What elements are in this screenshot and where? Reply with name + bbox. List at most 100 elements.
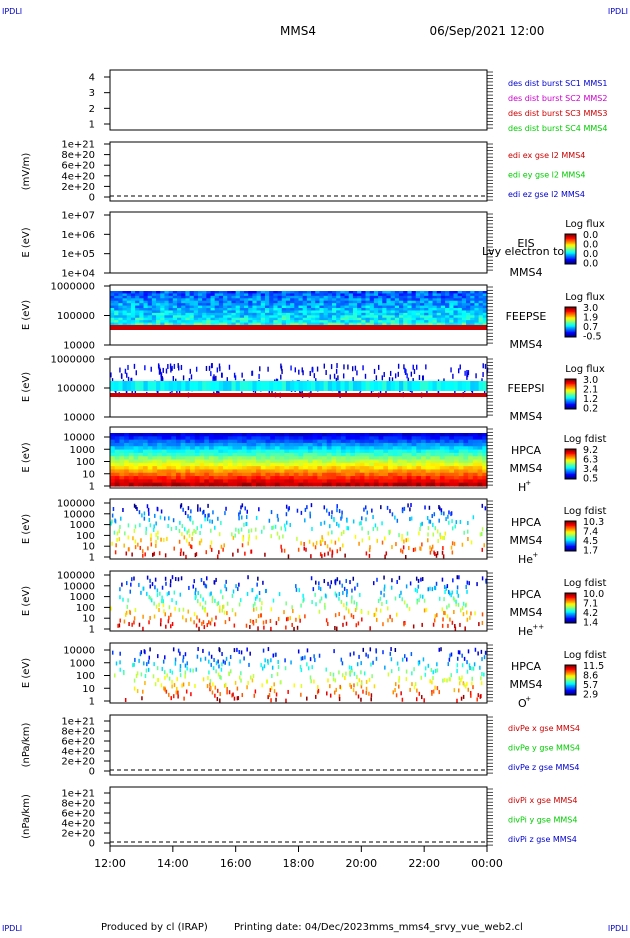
spectrogram-cell	[340, 312, 346, 316]
spectrogram-cell	[317, 446, 323, 451]
spectrogram-cell	[164, 291, 170, 295]
spectrogram-cell	[430, 439, 436, 444]
spectrogram-cell	[119, 667, 121, 672]
spectrogram-cell	[157, 433, 163, 437]
spectrogram-cell	[439, 436, 446, 441]
spectrogram-cell	[260, 462, 267, 467]
spectrogram-cell	[202, 308, 207, 312]
spectrogram-cell	[185, 308, 191, 312]
spectrogram-cell	[158, 369, 161, 375]
spectrogram-cell	[361, 315, 367, 319]
spectrogram-cell	[236, 686, 239, 691]
spectrogram-cell	[322, 436, 328, 441]
spectrogram-cell	[303, 459, 309, 464]
spectrogram-cell	[349, 670, 351, 675]
spectrogram-cell	[232, 459, 238, 464]
spectrogram-cell	[412, 624, 415, 629]
spectrogram-cell	[235, 320, 241, 324]
spectrogram-cell	[449, 456, 455, 461]
spectrogram-cell	[373, 303, 379, 307]
spectrogram-cell	[336, 469, 342, 474]
spectrogram-cell	[346, 590, 348, 595]
spectrogram-cell	[283, 610, 285, 615]
spectrogram-cell	[181, 532, 183, 537]
colorbar-segment	[565, 322, 576, 324]
spectrogram-cell	[293, 446, 300, 451]
spectrogram-cell	[401, 697, 404, 702]
spectrogram-cell	[270, 482, 276, 487]
spectrogram-cell	[340, 439, 347, 444]
spectrogram-cell	[227, 317, 233, 321]
spectrogram-cell	[189, 368, 192, 374]
colorbar-segment	[565, 606, 576, 609]
spectrogram-cell	[454, 624, 456, 629]
spectrogram-cell	[430, 466, 436, 471]
spectrogram-cell	[474, 293, 480, 297]
spectrogram-cell	[336, 446, 342, 451]
spectrogram-cell	[240, 671, 242, 676]
spectrogram-cell	[453, 291, 459, 295]
spectrogram-cell	[457, 291, 463, 295]
spectrogram-cell	[392, 459, 399, 464]
spectrogram-cell	[329, 684, 331, 689]
spectrogram-cell	[227, 300, 233, 304]
spectrogram-cell	[152, 442, 158, 447]
spectrogram-cell	[244, 295, 249, 299]
spectrogram-cell	[373, 368, 376, 374]
spectrogram-cell	[260, 459, 267, 464]
spectrogram-cell	[402, 446, 408, 451]
spectrogram-cell	[207, 513, 209, 518]
spectrogram-cell	[369, 322, 375, 326]
spectrogram-cell	[438, 518, 440, 523]
spectrogram-cell	[360, 610, 363, 615]
spectrogram-cell	[321, 554, 323, 559]
spectrogram-cell	[295, 584, 297, 589]
spectrogram-cell	[212, 376, 214, 382]
spectrogram-cell	[401, 657, 404, 662]
spectrogram-cell	[307, 446, 314, 451]
spectrogram-cell	[340, 310, 346, 314]
spectrogram-cell	[204, 456, 210, 461]
spectrogram-cell	[445, 295, 450, 299]
spectrogram-cell	[432, 312, 438, 316]
spectrogram-cell	[472, 442, 479, 447]
spectrogram-cell	[285, 317, 291, 321]
spectrogram-cell	[326, 449, 333, 454]
spectrogram-cell	[416, 446, 422, 451]
spectrogram-cell	[147, 300, 153, 304]
spectrogram-cell	[274, 472, 281, 477]
spectrogram-cell	[256, 446, 262, 451]
y-tick-label: 2e+20	[61, 182, 95, 193]
spectrogram-cell	[232, 479, 238, 484]
spectrogram-cell	[181, 315, 186, 319]
spectrogram-cell	[439, 469, 446, 474]
spectrogram-cell	[154, 682, 157, 687]
spectrogram-cell	[310, 554, 312, 559]
spectrogram-cell	[406, 469, 413, 474]
spectrogram-cell	[114, 452, 121, 457]
spectrogram-cell	[160, 310, 166, 314]
spectrogram-cell	[168, 310, 174, 314]
spectrogram-cell	[119, 452, 125, 457]
spectrogram-cell	[151, 303, 157, 307]
spectrogram-cell	[214, 525, 216, 530]
spectrogram-cell	[357, 310, 362, 314]
spectrogram-cell	[223, 381, 228, 391]
spectrogram-cell	[318, 653, 321, 658]
spectrogram-cell	[472, 472, 479, 477]
spectrogram-cell	[411, 310, 417, 314]
spectrogram-cell	[323, 363, 326, 369]
spectrogram-cell	[185, 303, 191, 307]
spectrogram-cell	[394, 312, 400, 316]
spectrogram-cell	[223, 543, 225, 548]
spectrogram-cell	[239, 317, 245, 321]
spectrogram-cell	[218, 550, 220, 555]
spectrogram-cell	[395, 612, 398, 617]
spectrogram-cell	[124, 433, 130, 437]
spectrogram-cell	[110, 466, 116, 471]
spectrogram-cell	[278, 535, 281, 540]
spectrogram-cell	[223, 291, 228, 295]
spectrogram-cell	[206, 320, 212, 324]
spectrogram-cell	[327, 293, 333, 297]
spectrogram-cell	[300, 656, 303, 661]
